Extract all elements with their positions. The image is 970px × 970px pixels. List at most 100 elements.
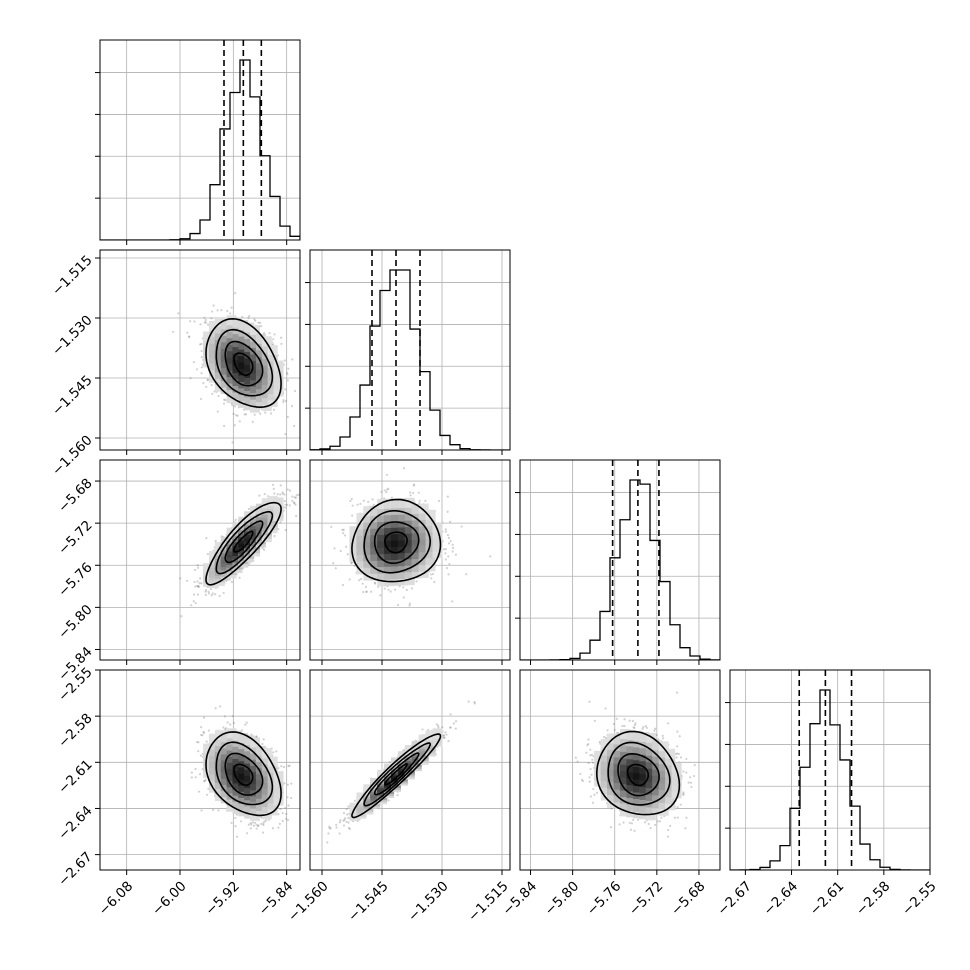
- density-cell: [404, 568, 415, 579]
- scatter-point: [334, 567, 337, 570]
- scatter-point: [328, 827, 331, 830]
- density-cell: [250, 792, 261, 803]
- panel-3-3: [725, 669, 931, 875]
- density-cell: [226, 783, 237, 794]
- density-cell: [209, 758, 219, 769]
- scatter-point: [294, 496, 297, 499]
- contour-level-0: [384, 763, 408, 786]
- density-cell: [238, 800, 249, 811]
- scatter-point: [341, 528, 344, 532]
- scatter-point: [199, 577, 202, 580]
- scatter-point: [454, 720, 458, 723]
- density-cell: [384, 524, 395, 535]
- density-cell: [226, 315, 237, 326]
- contour-level-1: [224, 340, 264, 387]
- density-cell: [619, 774, 630, 785]
- density-cell: [226, 765, 237, 776]
- scatter-point: [365, 590, 368, 594]
- density-cell: [226, 354, 237, 365]
- density-cell: [255, 503, 266, 514]
- scatter-point: [222, 591, 225, 595]
- scatter-point: [234, 825, 237, 828]
- density-cell: [594, 776, 605, 787]
- density-cell: [658, 760, 669, 771]
- scatter-point: [449, 520, 452, 523]
- scatter-point: [290, 782, 293, 785]
- scatter-point: [444, 530, 448, 533]
- density-cell: [250, 774, 261, 785]
- panel-content: [520, 460, 720, 660]
- density-cell: [391, 556, 401, 567]
- scatter-point: [689, 781, 693, 784]
- density-cell: [349, 539, 360, 550]
- density-cell: [203, 743, 214, 754]
- scatter-point: [261, 742, 264, 746]
- scatter-point: [339, 549, 342, 553]
- scatter-point: [447, 555, 450, 558]
- scatter-point: [186, 579, 189, 582]
- scatter-point: [277, 767, 280, 770]
- panel-1-0: [95, 249, 301, 455]
- scatter-point: [273, 333, 276, 336]
- scatter-point: [612, 722, 615, 726]
- contour-level-1: [373, 752, 420, 796]
- density-cell: [220, 536, 231, 547]
- scatter-point: [592, 787, 595, 791]
- density-cell: [267, 364, 278, 375]
- density-cell: [232, 324, 243, 335]
- density-cell: [370, 557, 381, 568]
- scatter-point: [442, 736, 446, 740]
- scatter-point: [660, 816, 663, 819]
- density-cell: [267, 351, 278, 362]
- density-cell: [397, 523, 408, 534]
- scatter-point: [383, 587, 386, 590]
- scatter-point: [676, 691, 679, 694]
- scatter-point: [631, 719, 634, 723]
- scatter-point: [286, 503, 289, 506]
- y-tick-label-1-1: −1.545: [49, 372, 96, 419]
- scatter-point: [364, 585, 368, 589]
- density-cell: [232, 779, 243, 790]
- x-tick-label-2-3: −5.72: [626, 878, 667, 919]
- scatter-point: [347, 816, 350, 820]
- scatter-point: [286, 818, 290, 822]
- scatter-point: [394, 588, 397, 591]
- scatter-point: [676, 816, 679, 819]
- panel-frame: [99, 459, 301, 661]
- scatter-point: [241, 315, 244, 319]
- scatter-point: [623, 718, 626, 721]
- density-cell: [404, 549, 415, 560]
- density-cell: [418, 548, 429, 559]
- scatter-point: [233, 424, 236, 427]
- scatter-point: [679, 803, 682, 806]
- panel-3-2: [519, 669, 721, 875]
- contour-level-2: [363, 742, 432, 807]
- density-cell: [232, 350, 243, 361]
- panel-frame: [99, 669, 301, 871]
- scatter-point: [449, 726, 452, 729]
- scatter-point: [588, 780, 591, 783]
- scatter-point: [204, 589, 208, 592]
- density-cell: [600, 790, 611, 801]
- scatter-point: [676, 752, 679, 755]
- density-cell: [671, 788, 682, 799]
- scatter-point: [604, 736, 607, 739]
- density-cell: [607, 759, 618, 770]
- scatter-point: [197, 585, 200, 588]
- scatter-point: [473, 700, 476, 704]
- scatter-point: [210, 594, 213, 597]
- density-cell: [411, 510, 422, 521]
- density-cell: [665, 748, 676, 759]
- y-tick-label-2-1: −5.80: [55, 602, 96, 643]
- contour-level-3: [205, 317, 282, 409]
- density-cell: [261, 754, 272, 765]
- scatter-point: [379, 594, 382, 597]
- scatter-point: [590, 773, 593, 776]
- scatter-point: [249, 821, 252, 825]
- density-cell: [226, 740, 237, 751]
- density-cell: [391, 569, 401, 580]
- scatter-point: [682, 791, 685, 794]
- scatter-point: [198, 773, 202, 776]
- density-cell: [250, 786, 261, 797]
- scatter-point: [359, 502, 362, 505]
